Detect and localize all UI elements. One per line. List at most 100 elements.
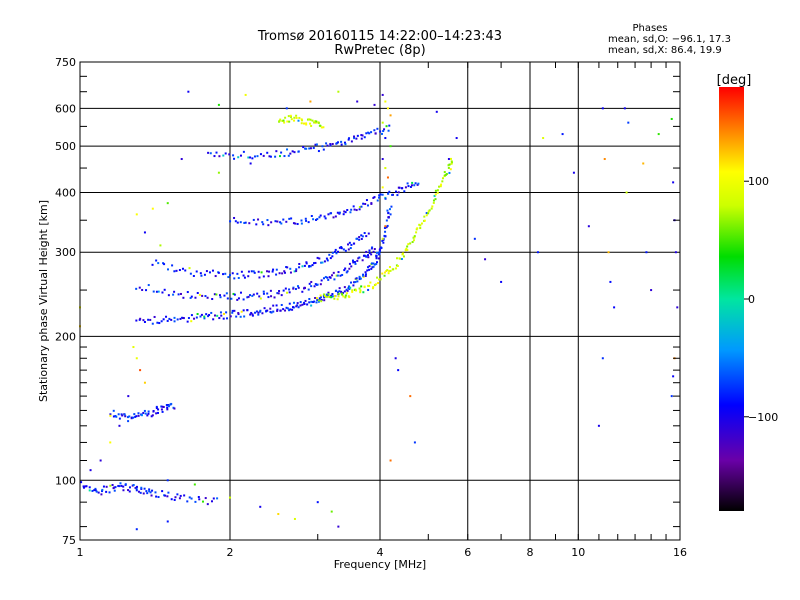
data-point — [166, 408, 169, 411]
data-point — [205, 270, 208, 273]
y-tick-label: 100 — [55, 474, 76, 487]
data-point — [236, 298, 239, 301]
y-tick-label: 600 — [55, 102, 76, 115]
data-point — [236, 272, 239, 275]
data-point — [157, 496, 160, 499]
data-point — [102, 485, 105, 488]
data-point — [182, 317, 185, 320]
data-point — [324, 217, 327, 220]
data-point — [213, 314, 216, 317]
data-point — [219, 296, 222, 299]
data-point — [372, 250, 375, 253]
data-point — [327, 295, 330, 298]
data-point — [190, 497, 193, 500]
data-point — [305, 219, 308, 222]
data-point — [312, 218, 315, 221]
data-point — [292, 286, 295, 289]
data-point — [329, 257, 332, 260]
data-point — [400, 258, 403, 261]
data-point — [194, 500, 197, 503]
data-point — [672, 375, 675, 378]
data-point — [329, 144, 332, 147]
data-point — [284, 309, 287, 312]
data-point — [303, 301, 306, 304]
data-point — [373, 103, 376, 106]
data-point — [448, 171, 451, 174]
data-point — [132, 346, 135, 349]
data-point — [218, 155, 221, 158]
data-point — [385, 226, 388, 229]
data-point — [267, 275, 270, 278]
data-point — [260, 271, 263, 274]
data-point — [287, 115, 290, 118]
data-point — [587, 225, 590, 228]
data-point — [473, 237, 476, 240]
data-point — [296, 304, 299, 307]
data-point — [613, 306, 616, 309]
data-point — [371, 266, 374, 269]
data-point — [219, 311, 222, 314]
data-point — [394, 267, 397, 270]
data-point — [189, 272, 192, 275]
data-point — [366, 266, 369, 269]
data-point — [377, 282, 380, 285]
y-tick-label: 200 — [55, 330, 76, 343]
data-point — [318, 297, 321, 300]
data-point — [146, 492, 149, 495]
data-point — [355, 209, 358, 212]
data-point — [317, 299, 320, 302]
data-point — [288, 302, 291, 305]
data-point — [276, 220, 279, 223]
data-point — [251, 157, 254, 160]
data-point — [179, 494, 182, 497]
data-point — [322, 294, 325, 297]
data-point — [413, 184, 416, 187]
data-point — [190, 314, 193, 317]
data-point — [175, 269, 178, 272]
data-point — [280, 151, 283, 154]
data-point — [350, 208, 353, 211]
data-point — [425, 214, 428, 217]
data-point — [397, 191, 400, 194]
data-point — [237, 312, 240, 315]
data-point — [109, 413, 112, 416]
data-point — [419, 227, 422, 230]
data-point — [406, 245, 409, 248]
data-point — [143, 320, 146, 323]
data-point — [360, 237, 363, 240]
data-point — [258, 276, 261, 279]
grid-lines — [80, 62, 680, 540]
data-point — [303, 287, 306, 290]
data-point — [316, 256, 319, 259]
data-point — [187, 90, 190, 93]
data-point — [333, 295, 336, 298]
data-point — [82, 486, 85, 489]
data-point — [211, 269, 214, 272]
data-point — [350, 140, 353, 143]
data-point — [148, 490, 151, 493]
data-point — [427, 212, 430, 215]
data-point — [166, 520, 169, 523]
data-point — [396, 264, 399, 267]
data-point — [173, 316, 176, 319]
data-point — [272, 304, 275, 307]
data-point — [363, 232, 366, 235]
data-point — [337, 295, 340, 298]
data-point — [203, 317, 206, 320]
data-point — [434, 193, 437, 196]
data-point — [193, 483, 196, 486]
data-point — [367, 288, 370, 291]
data-point — [128, 415, 131, 418]
data-point — [332, 216, 335, 219]
data-point — [371, 287, 374, 290]
data-point — [387, 211, 390, 214]
data-point — [178, 497, 181, 500]
data-point — [162, 405, 165, 408]
data-point — [309, 122, 312, 125]
data-point — [413, 236, 416, 239]
data-point — [317, 150, 320, 153]
data-point — [310, 214, 313, 217]
data-point — [166, 479, 169, 482]
data-point — [293, 517, 296, 520]
